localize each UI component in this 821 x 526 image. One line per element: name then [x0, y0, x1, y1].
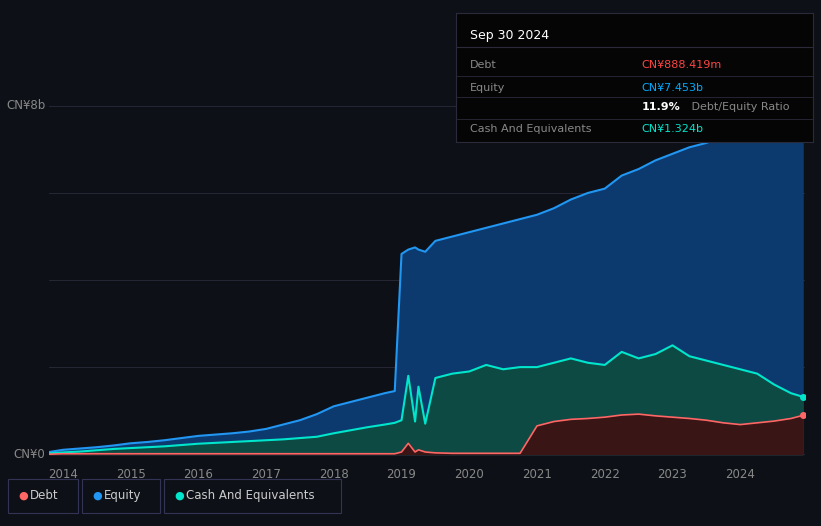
Text: Debt/Equity Ratio: Debt/Equity Ratio [688, 102, 789, 112]
Text: CN¥1.324b: CN¥1.324b [641, 124, 704, 134]
Text: ●: ● [18, 490, 28, 501]
Text: Debt: Debt [470, 59, 497, 70]
Text: CN¥8b: CN¥8b [7, 99, 45, 113]
Text: ●: ● [92, 490, 102, 501]
Text: Sep 30 2024: Sep 30 2024 [470, 28, 549, 42]
Text: CN¥0: CN¥0 [14, 448, 45, 461]
Text: Equity: Equity [103, 489, 141, 502]
Text: Cash And Equivalents: Cash And Equivalents [186, 489, 314, 502]
Text: ●: ● [174, 490, 184, 501]
Text: CN¥7.453b: CN¥7.453b [641, 83, 704, 93]
Text: Debt: Debt [30, 489, 58, 502]
Text: 11.9%: 11.9% [641, 102, 680, 112]
Text: Cash And Equivalents: Cash And Equivalents [470, 124, 591, 134]
Text: CN¥888.419m: CN¥888.419m [641, 59, 722, 70]
Text: Equity: Equity [470, 83, 505, 93]
